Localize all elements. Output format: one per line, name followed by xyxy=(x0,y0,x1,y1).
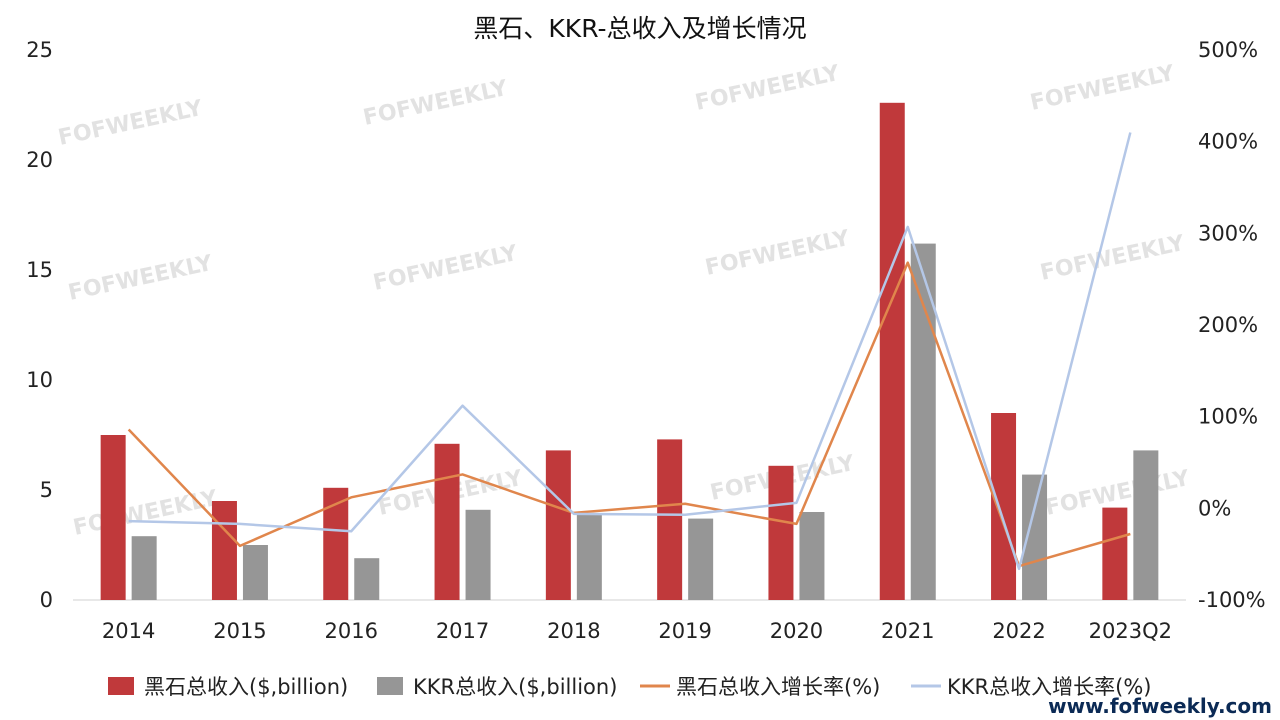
x-tick-label: 2021 xyxy=(881,619,934,643)
line-kkr-growth xyxy=(128,132,1132,571)
legend: 黑石总收入($,billion) KKR总收入($,billion) 黑石总收入增长… xyxy=(108,675,1151,699)
x-tick-label: 2018 xyxy=(547,619,600,643)
watermark-text: FOFWEEKLY xyxy=(371,241,521,296)
bar-kkr-2023Q2 xyxy=(1133,450,1159,600)
watermark-text: FOFWEEKLY xyxy=(1028,61,1178,116)
x-tick-label: 2016 xyxy=(325,619,378,643)
bar-blackstone-2014 xyxy=(100,435,126,600)
y-right-tick-label: 300% xyxy=(1198,221,1258,245)
bar-kkr-2016 xyxy=(354,558,380,600)
x-tick-label: 2020 xyxy=(770,619,823,643)
bar-blackstone-2017 xyxy=(434,443,460,600)
bar-kkr-2021 xyxy=(910,243,936,600)
watermark-text: FOFWEEKLY xyxy=(56,96,206,151)
watermark-text: FOFWEEKLY xyxy=(66,251,216,306)
bar-blackstone-2019 xyxy=(657,439,683,600)
bar-blackstone-2023Q2 xyxy=(1102,507,1128,600)
y-left-tick-label: 0 xyxy=(40,588,53,612)
x-tick-label: 2022 xyxy=(992,619,1045,643)
y-right-tick-label: 0% xyxy=(1198,496,1231,520)
bar-blackstone-2021 xyxy=(879,102,905,601)
bar-kkr-2015 xyxy=(242,545,268,600)
tick-labels: 2014 2015 2016 2017 2018 2019 2020 2021 2022 2023… xyxy=(26,38,1265,643)
y-right-tick-label: 100% xyxy=(1198,405,1258,429)
bar-kkr-2018 xyxy=(576,514,602,600)
chart-title: 黑石、KKR-总收入及增长情况 xyxy=(473,14,806,43)
y-right-tick-label: 200% xyxy=(1198,313,1258,337)
watermark-text: FOFWEEKLY xyxy=(703,226,853,281)
legend-label: KKR总收入增长率(%) xyxy=(947,675,1151,699)
x-tick-label: 2017 xyxy=(436,619,489,643)
y-left-tick-label: 20 xyxy=(26,148,53,172)
watermark-text: FOFWEEKLY xyxy=(693,61,843,116)
bar-blackstone-2020 xyxy=(768,465,794,600)
site-url[interactable]: www.fofweekly.com xyxy=(1048,694,1272,718)
bar-blackstone-2018 xyxy=(545,450,571,600)
bars xyxy=(100,102,1159,601)
x-tick-label: 2019 xyxy=(658,619,711,643)
legend-label: 黑石总收入($,billion) xyxy=(144,675,348,699)
watermark-text: FOFWEEKLY xyxy=(1038,231,1188,286)
legend-label: KKR总收入($,billion) xyxy=(413,675,617,699)
bar-kkr-2019 xyxy=(688,518,714,600)
y-left-tick-label: 10 xyxy=(26,368,53,392)
bar-blackstone-2015 xyxy=(211,501,237,600)
bar-kkr-2014 xyxy=(131,536,157,600)
bar-kkr-2017 xyxy=(465,509,491,600)
x-tick-label: 2015 xyxy=(213,619,266,643)
watermark-text: FOFWEEKLY xyxy=(71,486,221,541)
legend-swatch xyxy=(108,677,134,695)
y-left-tick-label: 15 xyxy=(26,258,53,282)
y-left-tick-label: 5 xyxy=(40,478,53,502)
lines xyxy=(127,132,1132,571)
bar-kkr-2022 xyxy=(1022,474,1048,600)
watermarks: FOFWEEKLY FOFWEEKLY FOFWEEKLY FOFWEEKLY FOFW… xyxy=(56,61,1193,541)
x-tick-label: 2023Q2 xyxy=(1089,619,1172,643)
y-right-tick-label: 400% xyxy=(1198,130,1258,154)
x-tick-label: 2014 xyxy=(102,619,155,643)
watermark-text: FOFWEEKLY xyxy=(361,76,511,131)
bar-kkr-2020 xyxy=(799,512,825,600)
bar-blackstone-2022 xyxy=(991,413,1017,600)
y-right-tick-label: -100% xyxy=(1198,588,1266,612)
line-blackstone-growth xyxy=(127,261,1131,568)
y-left-tick-label: 25 xyxy=(26,38,53,62)
legend-swatch xyxy=(377,677,403,695)
y-right-tick-label: 500% xyxy=(1198,38,1258,62)
legend-label: 黑石总收入增长率(%) xyxy=(676,675,880,699)
